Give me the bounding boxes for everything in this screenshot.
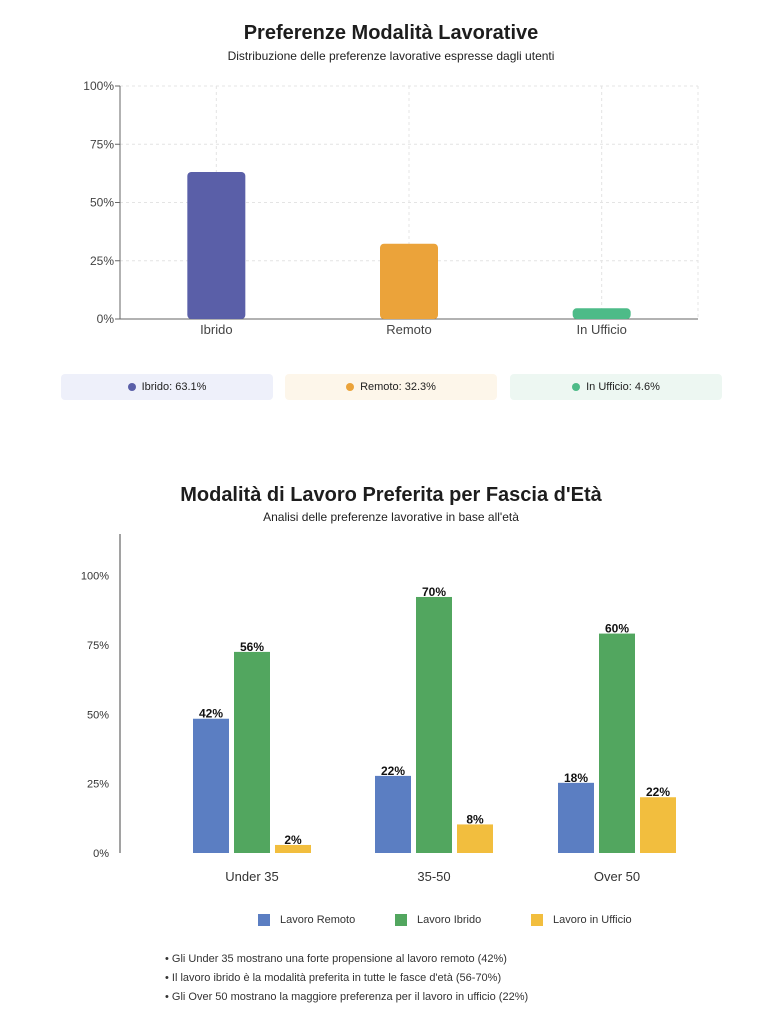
legend-ufficio: Lavoro in Ufficio [531,914,632,926]
chart1-title: Preferenze Modalità Lavorative [243,22,539,44]
chip-ufficio-dot [572,383,581,391]
chart2-plot: 0% 25% 50% 75% 100% 42% 56% 2% Under 35 22% 70% 8% 3… [81,534,676,884]
notes-list: • Gli Under 35 mostrano una forte propen… [165,950,528,1007]
data-label: 22% [646,785,670,799]
note-item: • Gli Under 35 mostrano una forte propen… [165,953,507,965]
bar [234,651,270,853]
legend-remoto-label: Lavoro Remoto [280,914,356,926]
chip-remoto: Remoto: 32.3% [285,374,497,400]
bar [380,243,438,319]
data-label: 70% [422,585,446,599]
legend-remoto: Lavoro Remoto [258,914,355,926]
legend-ufficio-swatch [531,914,543,926]
y-tick-label: 0% [97,312,115,326]
chip-ibrido: Ibrido: 63.1% [61,374,273,400]
chart1-subtitle: Distribuzione delle preferenze lavorativ… [227,49,555,63]
legend-ibrido-label: Lavoro Ibrido [417,914,482,926]
legend-ibrido-swatch [395,914,407,926]
bar [187,171,246,319]
x-tick-label: Over 50 [594,869,640,884]
x-tick-label: Under 35 [225,869,278,884]
chip-ibrido-label: Ibrido: 63.1% [141,381,207,393]
x-tick-label: In Ufficio [576,322,626,337]
x-tick-label: Ibrido [200,322,233,337]
y-tick-label: 100% [83,79,114,93]
chip-remoto-dot [346,383,355,391]
data-label: 60% [605,622,629,636]
legend-ufficio-label: Lavoro in Ufficio [553,914,632,926]
data-label: 2% [284,833,302,847]
chip-ibrido-dot [127,383,136,391]
bar [599,633,635,853]
y-tick-label: 75% [87,640,109,652]
bar [375,775,411,853]
chip-ufficio-label: In Ufficio: 4.6% [586,381,660,393]
bar [416,596,452,853]
data-label: 18% [564,771,588,785]
legend-ibrido: Lavoro Ibrido [395,914,481,926]
y-tick-label: 0% [93,848,109,860]
data-label: 8% [466,812,484,826]
x-tick-label: 35-50 [417,869,450,884]
y-tick-label: 50% [90,196,114,210]
chart2-subtitle: Analisi delle preferenze lavorative in b… [263,510,519,524]
x-tick-label: Remoto [386,322,432,337]
y-tick-label: 100% [81,571,109,583]
y-tick-label: 50% [87,709,109,721]
bar [457,824,493,853]
bar [193,718,229,853]
legend-remoto-swatch [258,914,270,926]
note-item: • Il lavoro ibrido è la modalità preferi… [165,972,502,984]
chip-remoto-label: Remoto: 32.3% [360,381,436,393]
chart2-title: Modalità di Lavoro Preferita per Fascia … [180,484,602,506]
bar [572,308,631,319]
data-label: 42% [199,707,223,721]
note-item: • Gli Over 50 mostrano la maggiore prefe… [165,991,529,1003]
chart1-plot: 0% 25% 50% 75% 100% Ibrido Remoto In Ufficio [83,79,699,337]
data-label: 22% [381,764,405,778]
bar [640,797,676,853]
bar [558,782,594,853]
y-tick-label: 75% [90,137,114,151]
y-tick-label: 25% [90,254,114,268]
data-label: 56% [240,640,264,654]
y-tick-label: 25% [87,779,109,791]
chip-ufficio: In Ufficio: 4.6% [510,374,722,400]
bar [275,844,311,853]
